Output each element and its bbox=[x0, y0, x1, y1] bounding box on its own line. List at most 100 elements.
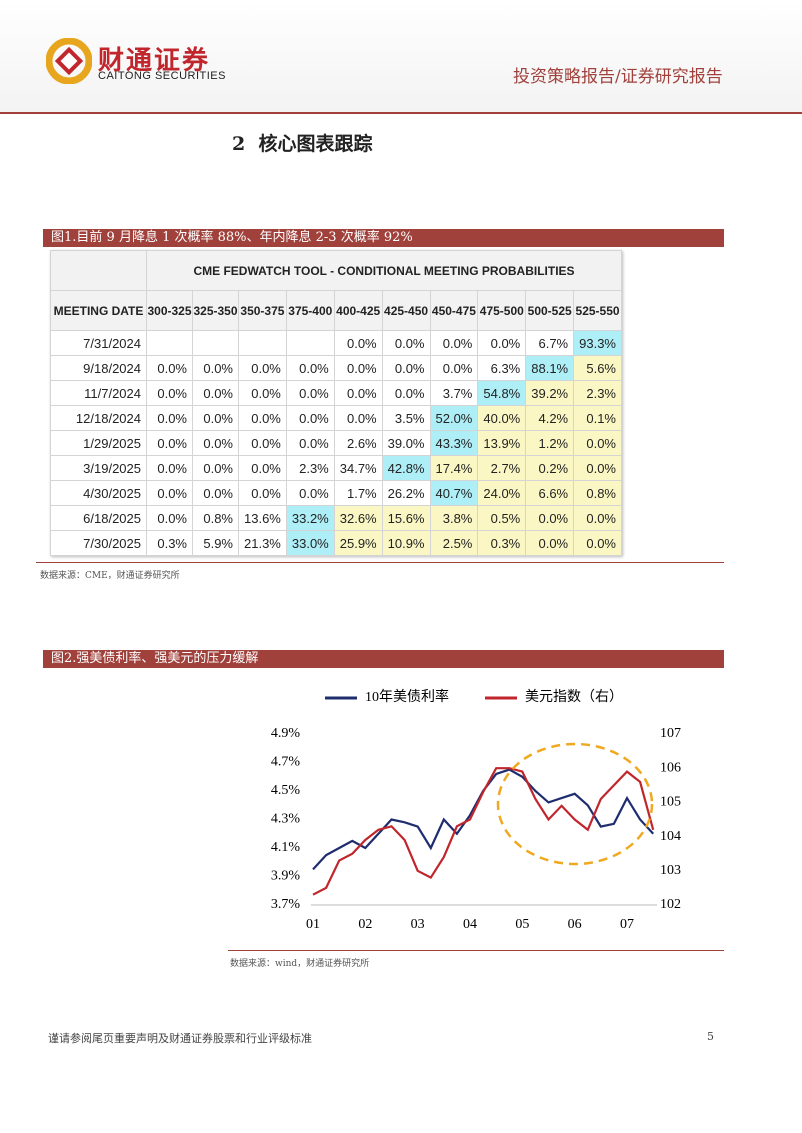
probability-cell: 0.1% bbox=[573, 405, 622, 431]
column-header: 300-325 bbox=[146, 290, 193, 331]
probability-cell: 0.0% bbox=[285, 405, 335, 431]
probability-cell: 33.2% bbox=[285, 505, 335, 531]
y-tick-label: 4.9% bbox=[271, 726, 301, 741]
column-header: 525-550 bbox=[573, 290, 622, 331]
column-header: 375-400 bbox=[285, 290, 335, 331]
probability-cell: 93.3% bbox=[573, 330, 622, 356]
probability-cell: 13.6% bbox=[238, 505, 287, 531]
probability-cell: 0.0% bbox=[573, 530, 622, 556]
probability-cell: 3.7% bbox=[429, 380, 479, 406]
column-header: 450-475 bbox=[429, 290, 479, 331]
logo-en: CAITONG SECURITIES bbox=[98, 70, 226, 82]
probability-cell: 42.8% bbox=[381, 455, 431, 481]
y-tick-label: 4.7% bbox=[271, 755, 301, 770]
probability-cell: 0.0% bbox=[192, 480, 239, 506]
probability-cell: 0.0% bbox=[429, 330, 479, 356]
probability-cell: 0.0% bbox=[238, 380, 287, 406]
page-number: 5 bbox=[707, 1030, 714, 1043]
y2-tick-label: 106 bbox=[660, 760, 681, 775]
date-cell: 1/29/2025 bbox=[50, 430, 147, 456]
probability-cell: 0.0% bbox=[525, 530, 575, 556]
probability-cell: 0.0% bbox=[285, 480, 335, 506]
probability-cell: 6.3% bbox=[477, 355, 527, 381]
probability-cell: 0.0% bbox=[333, 405, 383, 431]
source-note: 数据来源：wind，财通证券研究所 bbox=[230, 959, 370, 969]
table-row: 7/31/2024 0.0% 0.0% 0.0% 0.0% 6.7% 93.3% bbox=[50, 330, 622, 356]
probability-cell: 0.0% bbox=[238, 480, 287, 506]
table-row: 12/18/2024 0.0% 0.0% 0.0% 0.0% 0.0% 3.5% 52.0% 4… bbox=[50, 405, 622, 431]
probability-cell: 0.0% bbox=[525, 505, 575, 531]
probability-cell: 0.0% bbox=[146, 405, 193, 431]
probability-cell: 54.8% bbox=[477, 380, 527, 406]
x-tick-label: 05 bbox=[515, 917, 529, 932]
header-row: CME FEDWATCH TOOL - CONDITIONAL MEETING … bbox=[50, 250, 622, 291]
probability-cell: 0.0% bbox=[333, 330, 383, 356]
probability-cell: 3.8% bbox=[429, 505, 479, 531]
logo-cn: 财通证券 bbox=[98, 46, 211, 76]
y-tick-label: 4.5% bbox=[271, 783, 301, 798]
probability-cell: 0.0% bbox=[238, 430, 287, 456]
probability-cell: 32.6% bbox=[333, 505, 383, 531]
probability-cell: 5.6% bbox=[573, 355, 622, 381]
table-row: 3/19/2025 0.0% 0.0% 0.0% 2.3% 34.7% 42.8% 17.4%… bbox=[50, 455, 622, 481]
probability-cell: 24.0% bbox=[477, 480, 527, 506]
probability-cell bbox=[146, 330, 193, 356]
column-header: 325-350 bbox=[192, 290, 239, 331]
probability-table: CME FEDWATCH TOOL - CONDITIONAL MEETING … bbox=[50, 250, 622, 556]
column-header: 475-500 bbox=[477, 290, 527, 331]
y-tick-label: 4.1% bbox=[271, 840, 301, 855]
rule bbox=[228, 950, 724, 951]
x-tick-label: 07 bbox=[620, 917, 634, 932]
legend-label: 美元指数（右） bbox=[525, 689, 623, 705]
probability-cell: 0.0% bbox=[192, 380, 239, 406]
disclaimer: 谨请参阅尾页重要声明及财通证券股票和行业评级标准 bbox=[48, 1032, 312, 1045]
series-line bbox=[312, 768, 655, 871]
probability-cell: 0.0% bbox=[333, 355, 383, 381]
table-row: 9/18/2024 0.0% 0.0% 0.0% 0.0% 0.0% 0.0% 0.0% 6.3… bbox=[50, 355, 622, 381]
probability-cell: 0.0% bbox=[238, 355, 287, 381]
probability-cell: 0.0% bbox=[192, 405, 239, 431]
x-tick-label: 01 bbox=[306, 917, 320, 932]
probability-cell: 21.3% bbox=[238, 530, 287, 556]
probability-cell: 40.7% bbox=[429, 480, 479, 506]
probability-cell: 13.9% bbox=[477, 430, 527, 456]
chart: 3.7% 3.9% 4.1% 4.3% 4.5% 4.7% 4.9% 102 103 104 105… bbox=[271, 688, 681, 932]
header-bg bbox=[0, 0, 802, 112]
probability-cell: 52.0% bbox=[429, 405, 479, 431]
y2-tick-label: 103 bbox=[660, 863, 681, 878]
table-row: 11/7/2024 0.0% 0.0% 0.0% 0.0% 0.0% 0.0% 3.7% 54.… bbox=[50, 380, 622, 406]
table-wrap: CME FEDWATCH TOOL - CONDITIONAL MEETING … bbox=[50, 250, 622, 556]
probability-cell: 2.3% bbox=[573, 380, 622, 406]
probability-cell: 1.2% bbox=[525, 430, 575, 456]
probability-cell: 0.0% bbox=[192, 455, 239, 481]
probability-cell: 0.0% bbox=[381, 380, 431, 406]
probability-cell: 0.0% bbox=[146, 480, 193, 506]
legend-label: 10年美债利率 bbox=[365, 688, 449, 705]
date-cell: 7/31/2024 bbox=[50, 330, 147, 356]
probability-cell: 0.0% bbox=[429, 355, 479, 381]
probability-cell: 6.6% bbox=[525, 480, 575, 506]
date-cell: 6/18/2025 bbox=[50, 505, 147, 531]
section-title: 2 核心图表跟踪 bbox=[232, 133, 373, 155]
probability-cell bbox=[285, 330, 335, 356]
probability-cell: 4.2% bbox=[525, 405, 575, 431]
header-rule bbox=[0, 112, 802, 114]
probability-cell: 6.7% bbox=[525, 330, 575, 356]
probability-cell: 2.6% bbox=[333, 430, 383, 456]
x-tick-label: 03 bbox=[411, 917, 425, 932]
y-tick-label: 3.7% bbox=[271, 897, 301, 912]
date-cell: 4/30/2025 bbox=[50, 480, 147, 506]
probability-cell: 1.7% bbox=[333, 480, 383, 506]
probability-cell: 0.3% bbox=[146, 530, 193, 556]
table-row: 6/18/2025 0.0% 0.8% 13.6% 33.2% 32.6% 15.6% 3.8… bbox=[50, 505, 622, 531]
table-row: 1/29/2025 0.0% 0.0% 0.0% 0.0% 2.6% 39.0% 43.3% 1… bbox=[50, 430, 622, 456]
probability-cell: 88.1% bbox=[525, 355, 575, 381]
probability-cell: 25.9% bbox=[333, 530, 383, 556]
column-header: 400-425 bbox=[333, 290, 383, 331]
probability-cell: 2.5% bbox=[429, 530, 479, 556]
y-tick-label: 4.3% bbox=[271, 812, 301, 827]
date-cell: 7/30/2025 bbox=[50, 530, 147, 556]
probability-cell bbox=[238, 330, 287, 356]
probability-cell: 0.0% bbox=[285, 355, 335, 381]
